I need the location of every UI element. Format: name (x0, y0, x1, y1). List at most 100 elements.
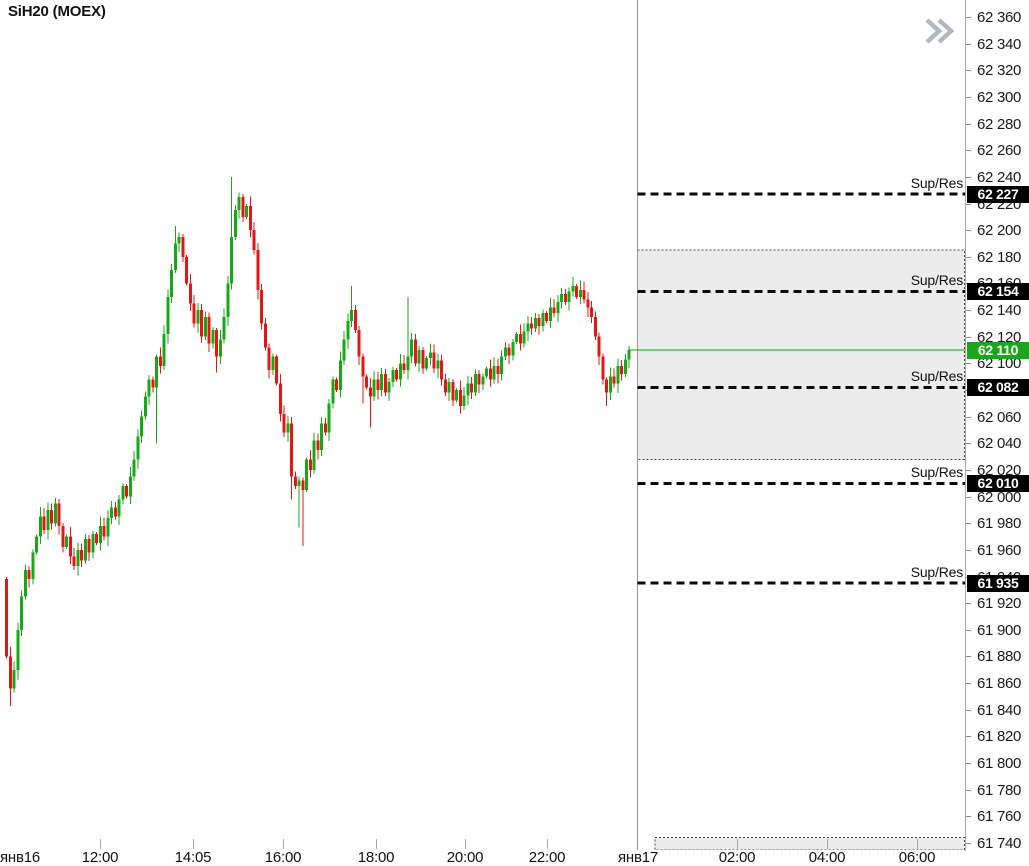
candle-down (8, 656, 12, 689)
price-tick-label: 62 000 (977, 488, 1022, 506)
candle-up (173, 243, 177, 271)
candle-up (417, 350, 421, 364)
price-tick-label: 61 900 (977, 621, 1022, 639)
time-tick-mark (100, 839, 101, 849)
candle-down (365, 376, 368, 388)
price-tick-mark (966, 150, 971, 151)
candle-up (117, 499, 121, 517)
candle-up (410, 339, 413, 357)
candle-up (38, 516, 42, 537)
candle-down (181, 236, 185, 257)
candle-up (623, 359, 627, 375)
candle-down (545, 312, 548, 321)
candle-down (432, 352, 436, 369)
candle-up (226, 283, 230, 317)
candle-down (102, 525, 106, 537)
candle-down (215, 330, 218, 357)
candle-up (121, 485, 125, 500)
candle-up (143, 396, 147, 417)
candle-up (136, 436, 140, 460)
candle-up (12, 669, 16, 689)
candle-up (398, 363, 402, 380)
price-tick-label: 62 200 (977, 222, 1022, 240)
candle-up (331, 379, 335, 404)
candle-up (462, 395, 466, 407)
time-tick-label: 16:00 (264, 849, 302, 866)
price-tick-label: 62 240 (977, 168, 1022, 186)
candle-up (65, 536, 68, 548)
price-tick-label: 62 340 (977, 35, 1022, 53)
candle-down (443, 379, 447, 393)
price-level-badge: 62 227 (967, 185, 1029, 203)
price-tick-mark (966, 470, 971, 471)
chart-plot-area[interactable] (0, 0, 965, 850)
candle-up (387, 382, 391, 393)
candle-up (350, 310, 353, 321)
candle-up (166, 296, 170, 335)
collapse-panel-button[interactable] (918, 12, 960, 50)
time-tick-label: 22:00 (528, 849, 566, 866)
candle-down (586, 299, 590, 308)
time-tick-label: 12:00 (81, 849, 119, 866)
candle-up (346, 320, 350, 340)
candle-up (271, 356, 275, 371)
price-tick-label: 61 880 (977, 648, 1022, 666)
candle-down (125, 485, 128, 497)
candle-up (128, 476, 132, 497)
candle-up (211, 330, 215, 344)
candle-up (428, 352, 432, 359)
candle-up (391, 370, 395, 383)
price-tick-mark (966, 417, 971, 418)
candlestick-chart[interactable] (0, 0, 965, 850)
candle-up (627, 350, 631, 360)
candle-down (72, 556, 76, 566)
candle-up (218, 339, 222, 357)
candle-up (46, 509, 50, 530)
price-axis[interactable]: 62 360 62 340 62 320 62 300 62 280 62 260 62 2… (965, 0, 1029, 852)
price-tick-mark (966, 443, 971, 444)
candle-down (252, 230, 256, 251)
candle-down (57, 503, 61, 526)
candle-up (342, 339, 346, 361)
candle-down (488, 368, 492, 380)
candle-up (230, 236, 233, 284)
candle-down (353, 310, 357, 331)
candle-up (616, 366, 620, 384)
candle-down (402, 363, 406, 371)
price-tick-label: 61 760 (977, 808, 1022, 826)
price-tick-mark (966, 736, 971, 737)
candle-down (335, 379, 338, 391)
time-tick-label: 02:00 (718, 849, 756, 866)
price-tick-label: 62 280 (977, 115, 1022, 133)
candle-up (406, 356, 410, 371)
candle-up (286, 423, 290, 433)
price-level-badge: 62 010 (967, 474, 1029, 492)
price-level-badge: 62 082 (967, 378, 1029, 396)
time-tick-label: янв16 (0, 849, 41, 866)
candle-up (556, 302, 560, 313)
candle-down (376, 379, 380, 391)
candle-up (515, 334, 518, 343)
candle-up (548, 307, 552, 321)
candle-down (620, 366, 623, 375)
candle-down (293, 476, 297, 486)
time-axis[interactable]: янв16 12:00 14:05 16:00 18:00 20:00 22:00 янв17… (0, 839, 1029, 866)
price-tick-label: 61 920 (977, 595, 1022, 613)
price-tick-label: 61 980 (977, 515, 1022, 533)
price-tick-label: 61 820 (977, 728, 1022, 746)
price-tick-mark (966, 816, 971, 817)
candle-down (301, 480, 305, 490)
candle-up (608, 376, 612, 393)
candle-down (50, 509, 53, 524)
candle-up (155, 356, 158, 388)
candle-down (601, 356, 605, 380)
candle-up (571, 286, 575, 292)
supres-zone[interactable] (637, 249, 965, 460)
price-tick-mark (966, 97, 971, 98)
candle-up (31, 552, 35, 580)
price-tick-mark (966, 257, 971, 258)
candle-up (53, 503, 57, 524)
time-tick-mark (193, 839, 194, 849)
price-tick-mark (966, 70, 971, 71)
